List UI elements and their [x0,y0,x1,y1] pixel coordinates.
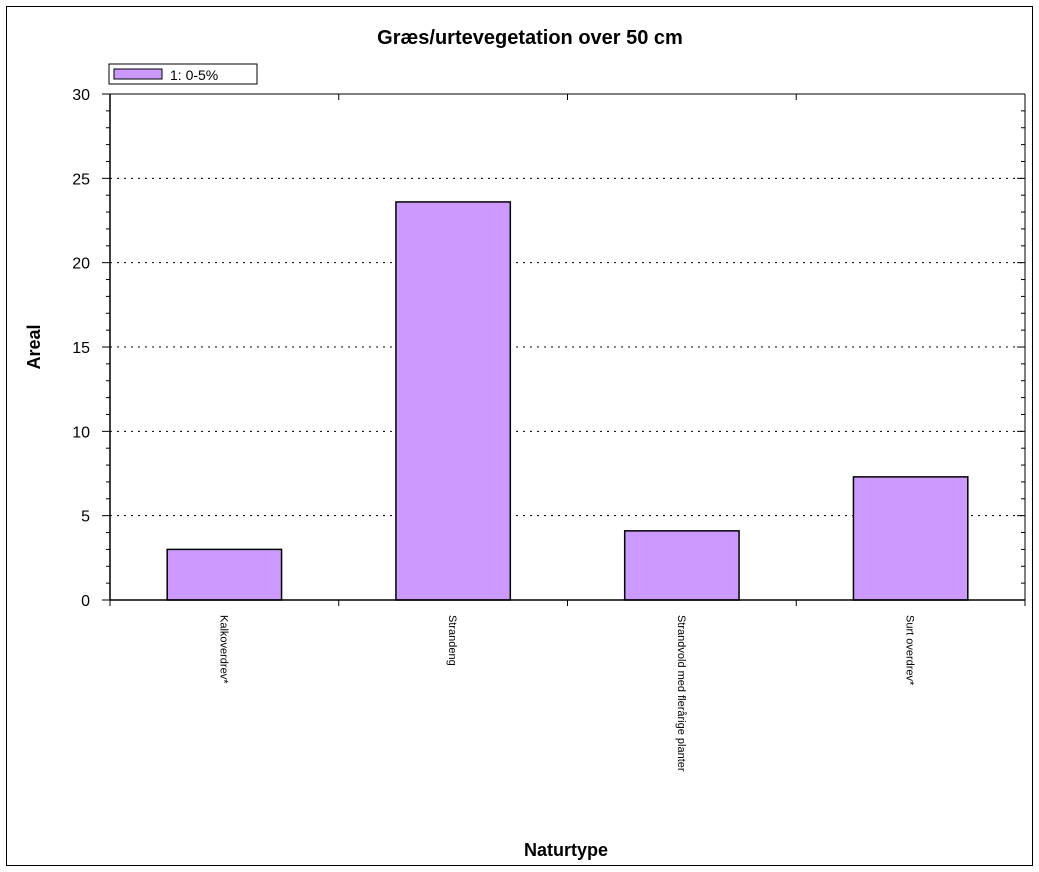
y-tick-label: 0 [81,593,90,610]
y-tick-label: 10 [72,424,90,441]
bar [395,201,512,601]
legend: 1: 0-5% [108,63,258,85]
x-category-label: Strandvold med flerårige planter [675,615,687,772]
legend-swatch [113,68,163,80]
y-tick-label: 5 [81,509,90,526]
bars [166,201,969,601]
x-category-label: Surt overdrev* [904,615,916,686]
gridlines [110,177,1025,517]
bar [623,530,740,601]
x-category-label: Strandeng [446,615,458,666]
y-tick-label: 15 [72,340,90,357]
x-axis-label: Naturtype [524,840,608,860]
bar [852,476,969,601]
y-axis-label: Areal [24,324,44,369]
y-tick-labels: 0 5 10 15 20 25 30 [72,87,90,610]
chart-title: Græs/urtevegetation over 50 cm [377,27,683,49]
y-tick-label: 20 [72,256,90,273]
legend-label: 1: 0-5% [170,67,218,83]
y-tick-label: 30 [72,87,90,104]
bar [166,548,283,601]
axes [102,93,1026,606]
chart-frame [6,6,1033,866]
x-category-label: Kalkoverdrev* [217,615,229,684]
y-tick-label: 25 [72,171,90,188]
x-tick-labels: Kalkoverdrev* Strandeng Strandvold med fle… [217,615,915,772]
